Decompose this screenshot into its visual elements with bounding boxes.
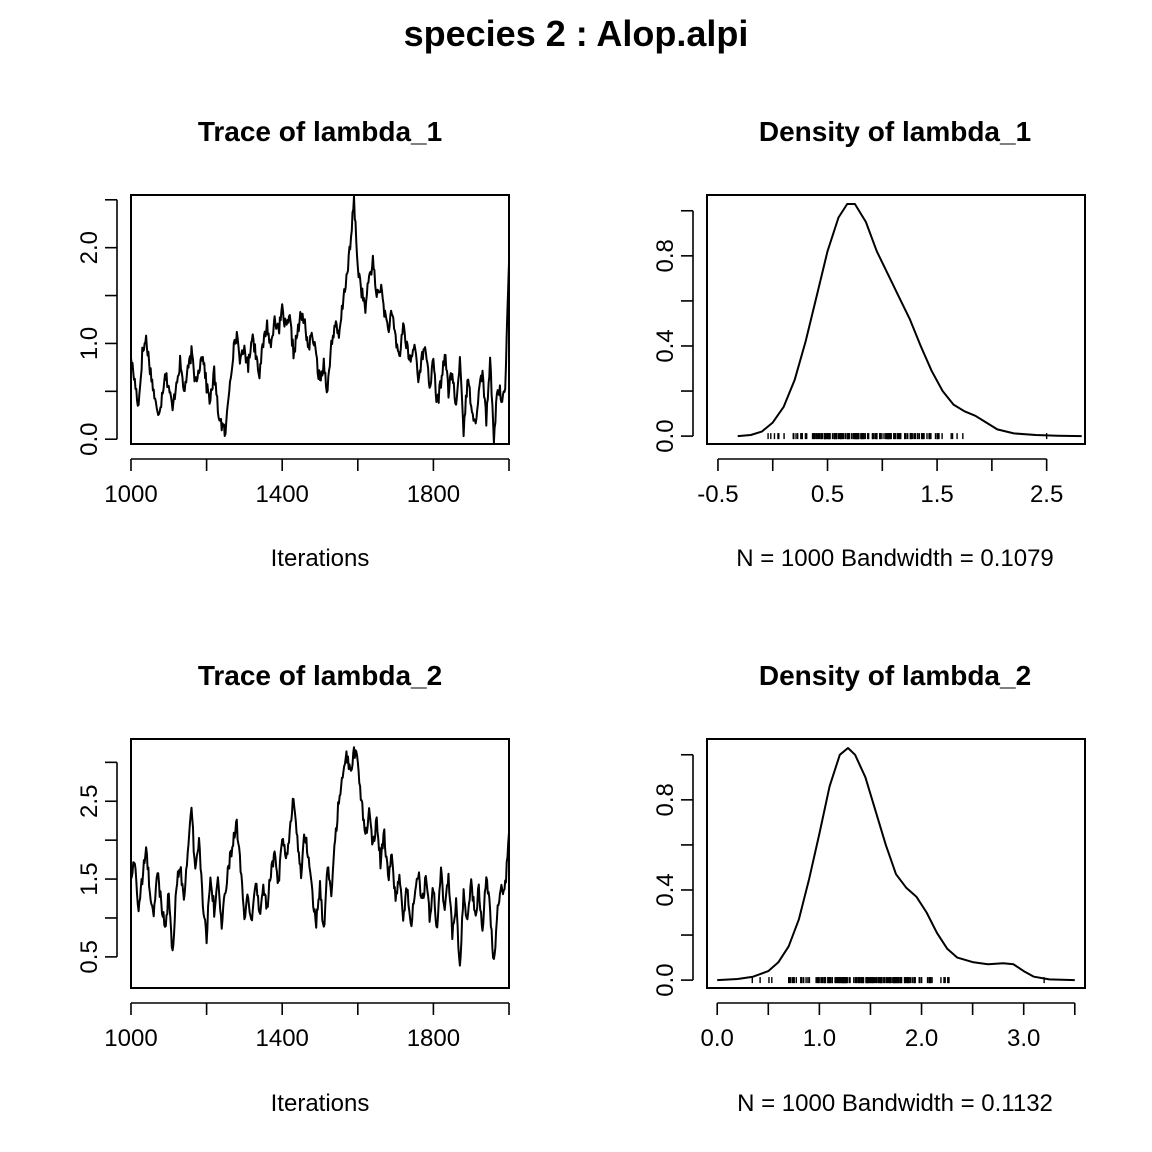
- y-tick-label: 0.0: [652, 419, 679, 452]
- plot-frame: [706, 194, 1086, 445]
- y-tick-label: 0.8: [652, 239, 679, 272]
- y-tick-label: 2.5: [76, 785, 103, 818]
- panel-density-lambda-2: Density of lambda_2 N = 1000 Bandwidth =…: [652, 660, 1086, 1117]
- panel-title: Density of lambda_2: [759, 660, 1031, 691]
- density-curve: [737, 203, 1082, 438]
- x-tick-label: 0.5: [811, 481, 844, 508]
- y-tick-label: 0.4: [652, 873, 679, 906]
- x-tick-label: 2.5: [1030, 481, 1063, 508]
- x-tick-label: 3.0: [1007, 1025, 1040, 1052]
- x-axis-label: N = 1000 Bandwidth = 0.1132: [737, 1090, 1053, 1117]
- panel-density-lambda-1: Density of lambda_1 N = 1000 Bandwidth =…: [652, 116, 1086, 572]
- y-tick-label: 0.5: [76, 940, 103, 973]
- x-axis-label: Iterations: [271, 1090, 370, 1117]
- x-tick-label: 1.5: [920, 481, 953, 508]
- y-tick-label: 0.4: [652, 329, 679, 362]
- y-tick-label: 1.5: [76, 862, 103, 895]
- panel-title: Trace of lambda_2: [198, 660, 442, 691]
- trace-line: [130, 195, 510, 444]
- x-tick-label: 1.0: [803, 1025, 836, 1052]
- density-curve: [717, 747, 1075, 982]
- x-tick-label: 0.0: [701, 1025, 734, 1052]
- y-tick-label: 2.0: [76, 231, 103, 264]
- trace-line: [130, 746, 510, 967]
- page-title: species 2 : Alop.alpi: [404, 13, 749, 54]
- y-tick-label: 0.0: [76, 423, 103, 456]
- x-tick-label: -0.5: [697, 481, 738, 508]
- plot-frame: [130, 738, 510, 989]
- y-tick-label: 1.0: [76, 327, 103, 360]
- panel-title: Density of lambda_1: [759, 116, 1031, 147]
- y-tick-label: 0.0: [652, 963, 679, 996]
- x-tick-label: 1400: [256, 481, 309, 508]
- y-tick-label: 0.8: [652, 783, 679, 816]
- x-tick-label: 1000: [104, 481, 157, 508]
- x-tick-label: 1800: [407, 481, 460, 508]
- x-tick-label: 1400: [256, 1025, 309, 1052]
- plot-frame: [130, 194, 510, 445]
- panel-trace-lambda-1: Trace of lambda_1 Iterations 1000 1400 180…: [76, 116, 510, 572]
- x-tick-label: 2.0: [905, 1025, 938, 1052]
- x-tick-label: 1000: [104, 1025, 157, 1052]
- panel-trace-lambda-2: Trace of lambda_2 Iterations 1000 1400 180…: [76, 660, 510, 1117]
- panel-title: Trace of lambda_1: [198, 116, 442, 147]
- plot-frame: [706, 738, 1086, 989]
- x-axis-label: N = 1000 Bandwidth = 0.1079: [736, 545, 1054, 572]
- x-axis-label: Iterations: [271, 545, 370, 572]
- x-tick-label: 1800: [407, 1025, 460, 1052]
